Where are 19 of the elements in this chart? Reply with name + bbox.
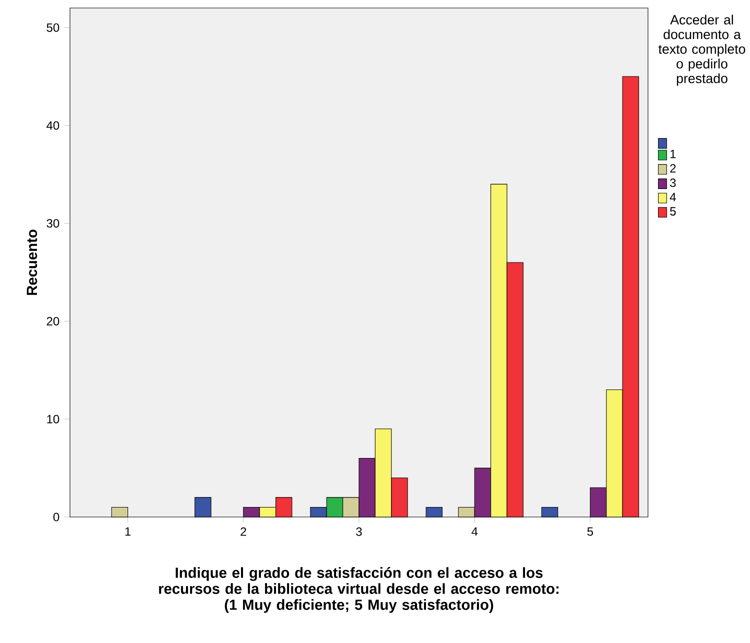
y-tick-label: 20 <box>46 316 60 326</box>
legend-label: 1 <box>670 150 676 158</box>
x-tick-label: 5 <box>587 527 594 536</box>
legend-title: Acceder al documento a texto completo o pedirlo prestado <box>658 14 746 86</box>
y-tick-label: 30 <box>46 219 60 228</box>
x-tick-label: 2 <box>240 527 246 536</box>
x-tick-label: 3 <box>356 527 362 536</box>
y-tick-label: 40 <box>46 121 60 130</box>
legend-label: 5 <box>670 207 676 216</box>
legend-label: 3 <box>670 178 676 188</box>
y-axis-title: Recuento <box>26 230 38 295</box>
x-tick-label: 4 <box>472 527 478 536</box>
x-axis-title: Indique el grado de satisfacción con el acceso a los recursos de la biblioteca virtual desde el acceso remoto: (1 Muy deficiente; 5 Muy satisfactorio) <box>159 567 558 613</box>
legend-label: 4 <box>670 192 676 202</box>
y-tick-label: 50 <box>46 23 60 32</box>
y-tick-label: 10 <box>47 414 60 424</box>
y-tick-label: 0 <box>53 512 60 522</box>
legend-label: 2 <box>670 164 676 173</box>
x-tick-label: 1 <box>125 527 131 536</box>
